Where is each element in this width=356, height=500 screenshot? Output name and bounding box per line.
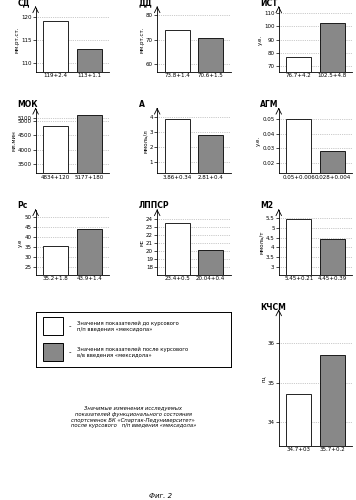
Text: Значимые изменения исследуемых
показателей функционального состояния
спортсменок: Значимые изменения исследуемых показател… <box>70 406 196 428</box>
Bar <box>286 58 312 71</box>
Text: Фиг. 2: Фиг. 2 <box>149 492 172 498</box>
Bar <box>77 228 102 274</box>
Y-axis label: мм.рт.ст.: мм.рт.ст. <box>140 26 145 53</box>
Bar <box>43 343 63 361</box>
Bar <box>77 49 102 72</box>
Text: МОК: МОК <box>17 100 38 109</box>
Bar <box>198 135 223 173</box>
Text: СД: СД <box>17 0 30 8</box>
Y-axis label: у.е.: у.е. <box>258 34 263 44</box>
Text: Рс: Рс <box>17 202 27 210</box>
Text: Значения показателей до курсового
п/п введения «мексидола»: Значения показателей до курсового п/п вв… <box>77 320 178 332</box>
Bar <box>286 394 312 446</box>
Y-axis label: ммоль/т: ммоль/т <box>260 231 265 254</box>
Text: ДД: ДД <box>139 0 152 8</box>
Y-axis label: мс: мс <box>140 239 145 246</box>
Y-axis label: мл.мин: мл.мин <box>11 130 16 152</box>
Bar <box>198 38 223 72</box>
Bar <box>43 22 68 72</box>
Bar <box>43 246 68 274</box>
Bar <box>198 250 223 274</box>
Text: М2: М2 <box>260 202 273 210</box>
Y-axis label: гц: гц <box>261 376 266 382</box>
Bar <box>165 30 190 72</box>
Text: КЧСМ: КЧСМ <box>260 303 286 312</box>
Text: Значения показателей после курсового
в/в введения «мексидола»: Значения показателей после курсового в/в… <box>77 346 188 358</box>
Text: А: А <box>139 100 145 109</box>
Bar <box>165 119 190 173</box>
Text: -: - <box>69 349 71 355</box>
Y-axis label: ммоль/л: ммоль/л <box>143 129 148 153</box>
Text: ЛППСР: ЛППСР <box>139 202 169 210</box>
Y-axis label: у.е: у.е <box>18 238 23 247</box>
Bar <box>320 23 345 72</box>
Y-axis label: у.е.: у.е. <box>256 136 261 146</box>
Y-axis label: мм.рт.ст.: мм.рт.ст. <box>15 26 20 53</box>
Bar <box>320 152 345 173</box>
Bar <box>165 224 190 274</box>
Text: -: - <box>69 323 71 329</box>
Bar <box>43 317 63 335</box>
Text: АГМ: АГМ <box>260 100 279 109</box>
Bar <box>43 126 68 173</box>
Bar <box>320 238 345 274</box>
Bar <box>320 355 345 446</box>
Bar <box>286 119 312 173</box>
Text: ИСТ: ИСТ <box>260 0 278 8</box>
Bar <box>286 219 312 274</box>
Bar <box>77 116 102 173</box>
